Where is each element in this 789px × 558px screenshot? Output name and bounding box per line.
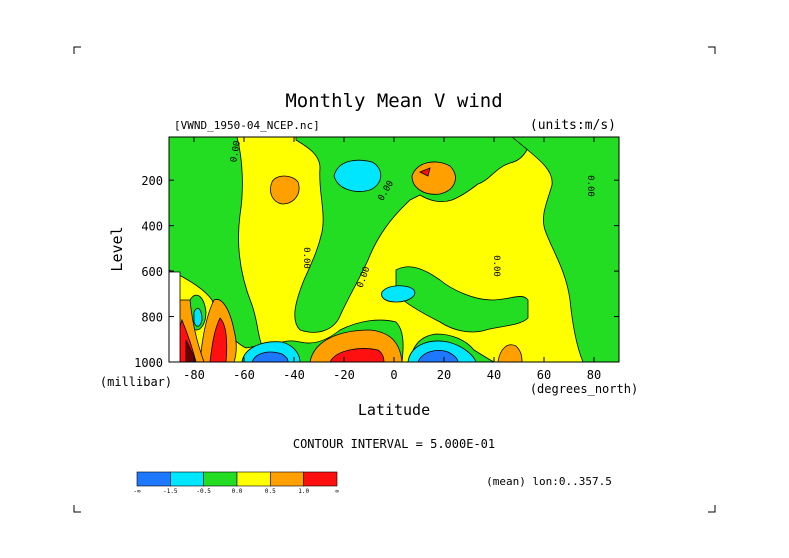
x-tick-label: 40 (487, 368, 501, 382)
colorbar-tick-label: 1.0 (298, 488, 309, 495)
contour-label-0: 0.00 (229, 140, 243, 163)
x-tick-label: -60 (233, 368, 255, 382)
y-axis-label: Level (108, 226, 126, 271)
chart-title: Monthly Mean V wind (285, 90, 502, 112)
x-tick-label: 0 (390, 368, 397, 382)
positive-core-southern (209, 317, 228, 363)
x-axis-label: Latitude (358, 401, 430, 419)
x-tick-label: 60 (537, 368, 551, 382)
mean-text: (mean) lon:0..357.5 (486, 475, 612, 488)
colorbar-swatch (270, 471, 304, 487)
y-tick-label: 200 (141, 174, 163, 188)
y-tick-label: 600 (141, 265, 163, 279)
file-label: [VWND_1950-04_NCEP.nc] (174, 119, 320, 132)
colorbar-tick-label: ∞ (335, 488, 339, 495)
colorbar-swatch (203, 471, 238, 487)
y-axis-unit: (millibar) (100, 375, 172, 389)
field-region-green-3 (395, 266, 529, 333)
x-tick-label: -20 (333, 368, 355, 382)
colorbar-tick-label: -∞ (133, 488, 141, 495)
contour-interval-text: CONTOUR INTERVAL = 5.000E-01 (293, 437, 495, 451)
x-tick-label: 20 (437, 368, 451, 382)
units-label: (units:m/s) (530, 118, 616, 133)
maximum-core-upper (419, 167, 431, 177)
field-region-green-0 (168, 136, 263, 349)
colorbar-swatch (236, 471, 271, 487)
colorbar-swatch (303, 471, 338, 487)
positive-core-mid (270, 175, 300, 205)
colorbar-tick-label: 0.0 (232, 488, 243, 495)
y-tick-label: 1000 (134, 356, 163, 370)
x-tick-label: -40 (283, 368, 305, 382)
colorbar-swatch (136, 471, 171, 487)
corner-marks (73, 46, 716, 513)
x-tick-label: 80 (587, 368, 601, 382)
negative-core-upper (333, 159, 382, 192)
x-tick-label: -80 (183, 368, 205, 382)
negative-core-mid (381, 285, 416, 303)
colorbar: -∞ -1.5 -0.5 0.0 0.5 1.0 ∞ (133, 471, 339, 495)
southern-cyan-cell (193, 307, 203, 327)
contour-label-2: 0.00 (301, 247, 311, 269)
positive-core-upper (411, 161, 456, 195)
colorbar-tick-label: -0.5 (196, 488, 211, 495)
positive-core-lower-right (497, 344, 523, 363)
field-region-green-2 (510, 136, 620, 363)
negative-core-lower-right (417, 350, 459, 363)
y-tick-label: 400 (141, 220, 163, 234)
negative-core-lower-left (251, 351, 289, 363)
colorbar-swatch (170, 471, 204, 487)
contour-label-4: 0.00 (491, 255, 501, 277)
colorbar-tick-label: 0.5 (265, 488, 276, 495)
colorbar-tick-label: -1.5 (163, 488, 178, 495)
plot-area: 0.000.000.000.00 0.000.00 -80 -60 -40 -20 0 20… (134, 136, 620, 382)
y-tick-label: 800 (141, 311, 163, 325)
x-axis-unit: (degrees_north) (530, 382, 638, 396)
contour-label-5: 0.00 (585, 175, 595, 197)
